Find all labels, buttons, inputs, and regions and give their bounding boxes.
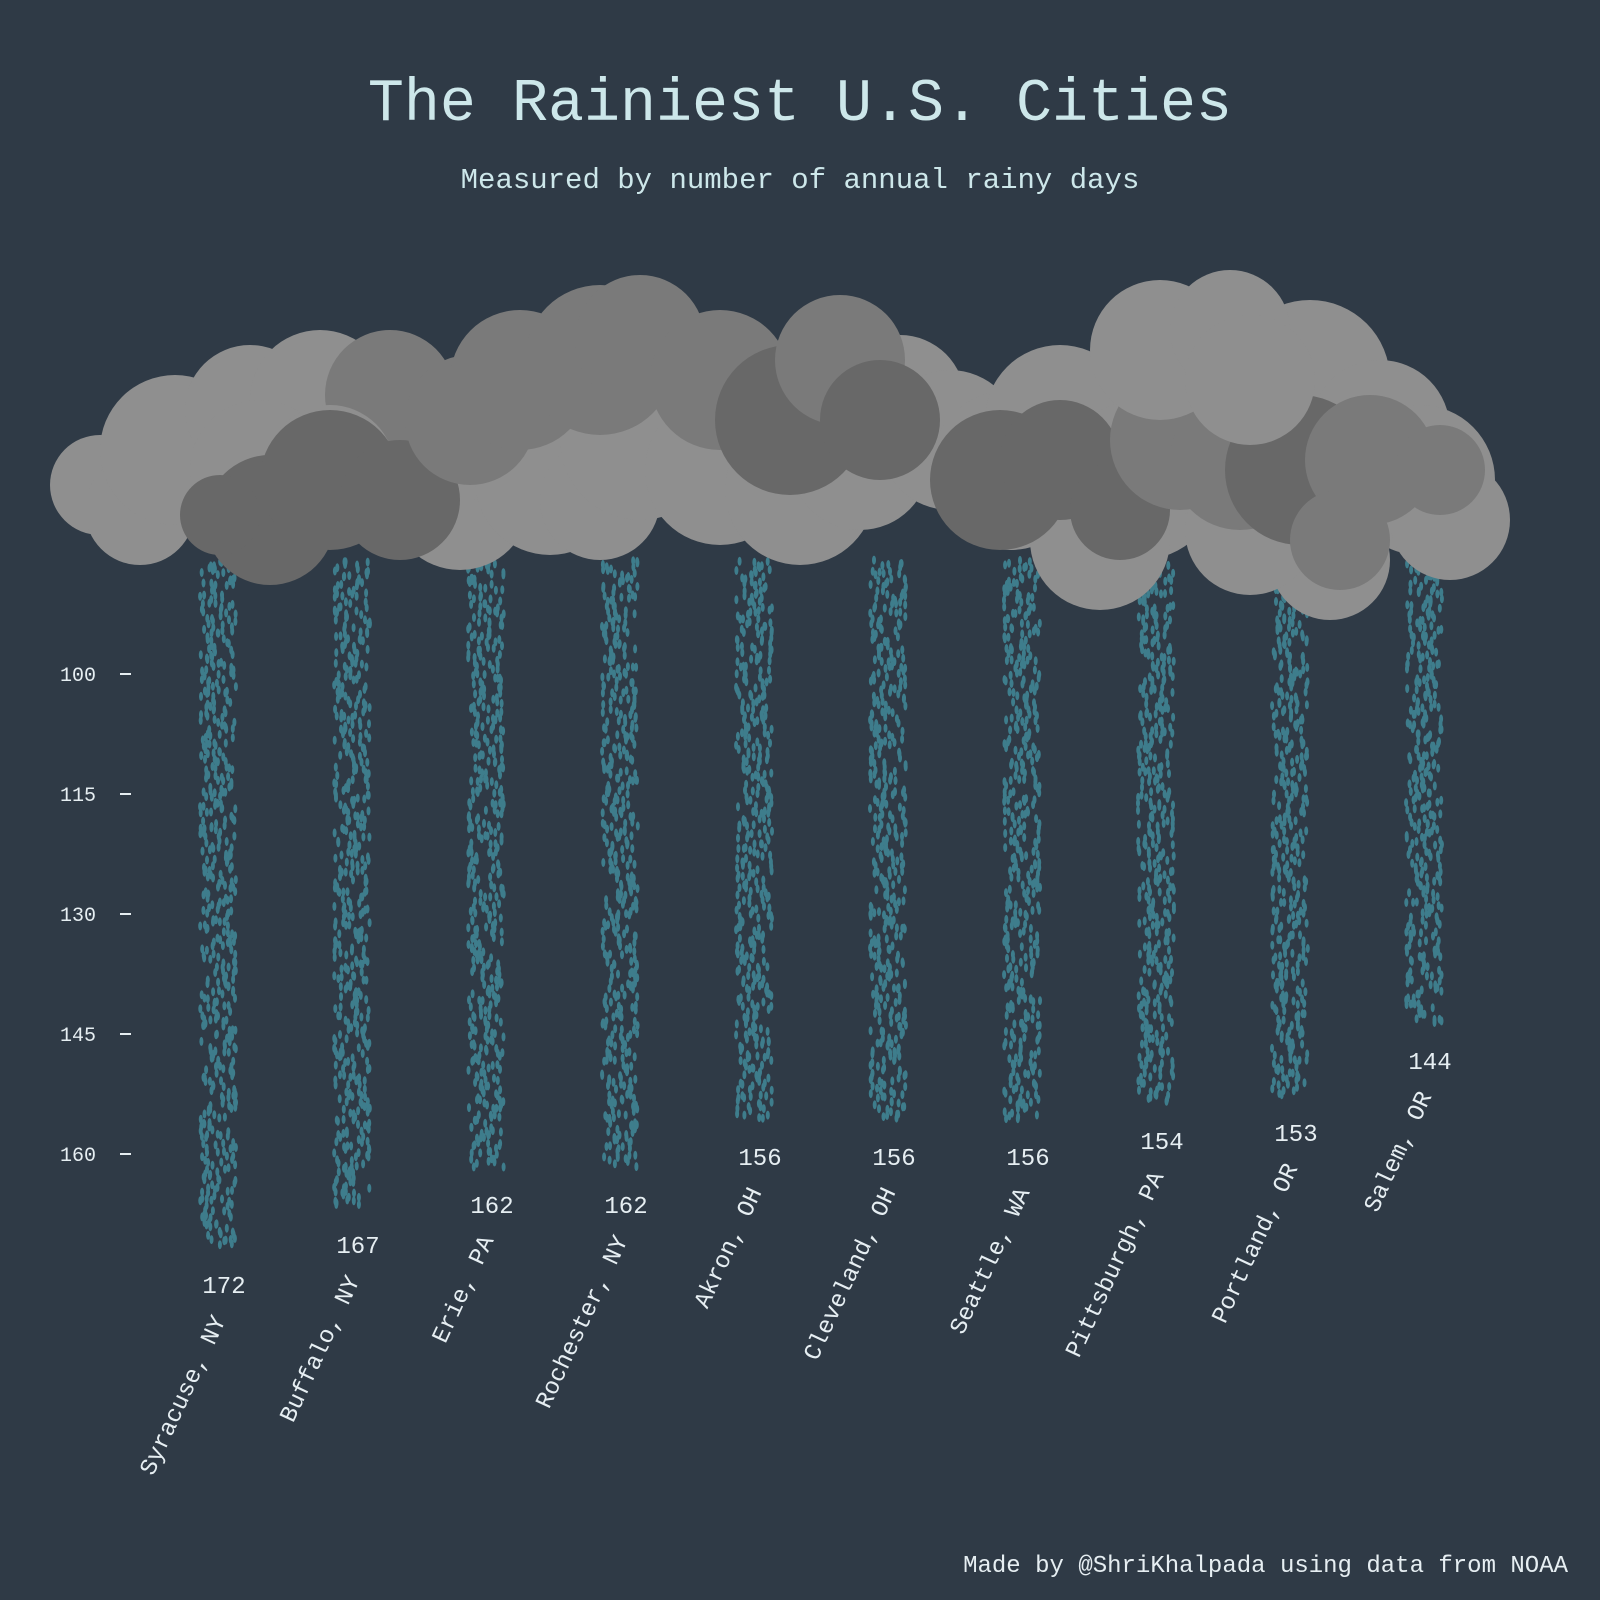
cloud-puff bbox=[820, 360, 940, 480]
rain-bar bbox=[1002, 555, 1042, 1124]
city-label: Buffalo, NY bbox=[276, 1272, 367, 1427]
city-label: Seattle, WA bbox=[946, 1183, 1038, 1339]
cloud-puff bbox=[1395, 425, 1485, 515]
bar-value-label: 154 bbox=[1140, 1130, 1183, 1157]
bar-value-label: 162 bbox=[470, 1194, 513, 1221]
city-label: Akron, OH bbox=[690, 1184, 769, 1313]
city-label: Rochester, NY bbox=[532, 1232, 636, 1413]
chart-subtitle: Measured by number of annual rainy days bbox=[461, 164, 1140, 197]
value-labels: 172 167 162 162 156 156 156 154 153 144 bbox=[202, 1050, 1451, 1301]
bar-value-label: 156 bbox=[738, 1146, 781, 1173]
y-tick-label: 145 bbox=[60, 1025, 96, 1048]
rain-bar bbox=[1136, 557, 1176, 1106]
y-axis: 100 115 130 145 160 bbox=[60, 665, 131, 1168]
bar-value-label: 167 bbox=[336, 1234, 379, 1261]
city-labels: Syracuse, NY Buffalo, NY Erie, PA Rochester… bbox=[136, 1088, 1440, 1480]
rain-bar bbox=[466, 556, 506, 1172]
cloud-puff bbox=[1290, 490, 1390, 590]
y-tick-label: 100 bbox=[60, 665, 96, 688]
rain-bars bbox=[198, 555, 1444, 1250]
rain-bar bbox=[868, 555, 908, 1123]
city-label: Pittsburgh, PA bbox=[1062, 1167, 1172, 1362]
bar-value-label: 172 bbox=[202, 1274, 245, 1301]
city-label: Syracuse, NY bbox=[136, 1312, 234, 1480]
city-label: Cleveland, OH bbox=[800, 1184, 904, 1365]
rain-bar bbox=[734, 556, 774, 1123]
rain-bar bbox=[600, 556, 640, 1172]
bar-value-label: 153 bbox=[1274, 1122, 1317, 1149]
rain-bar bbox=[1404, 558, 1444, 1027]
city-label: Erie, PA bbox=[428, 1231, 501, 1347]
rain-bar bbox=[198, 557, 238, 1250]
credit-text: Made by @ShriKhalpada using data from NO… bbox=[963, 1553, 1568, 1580]
city-label: Salem, OR bbox=[1360, 1088, 1439, 1217]
cloud-group bbox=[50, 270, 1510, 620]
y-tick-label: 130 bbox=[60, 905, 96, 928]
rain-bar bbox=[332, 557, 372, 1209]
bar-value-label: 144 bbox=[1408, 1050, 1451, 1077]
cloud-puff bbox=[1185, 315, 1315, 445]
cloud-puff bbox=[180, 475, 260, 555]
y-tick-label: 160 bbox=[60, 1145, 96, 1168]
rain-bar bbox=[1270, 556, 1310, 1100]
chart-title: The Rainiest U.S. Cities bbox=[368, 71, 1232, 139]
bar-value-label: 162 bbox=[604, 1194, 647, 1221]
bar-value-label: 156 bbox=[872, 1146, 915, 1173]
bar-value-label: 156 bbox=[1006, 1146, 1049, 1173]
y-tick-label: 115 bbox=[60, 785, 96, 808]
city-label: Portland, OR bbox=[1208, 1160, 1306, 1328]
